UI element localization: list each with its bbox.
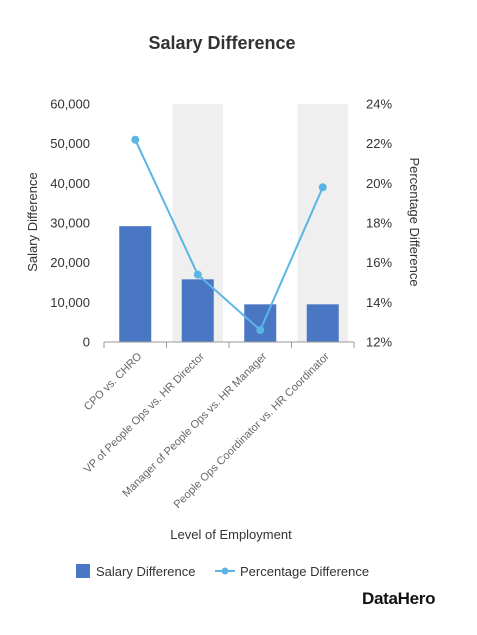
bar-3[interactable] [244, 304, 277, 342]
right-axis-ticks: 12% 14% 16% 18% 20% 22% 24% [366, 97, 392, 350]
line-path [134, 139, 324, 332]
line-series [131, 135, 327, 335]
x-tick-label: Manager of People Ops vs. HR Manager [120, 350, 269, 499]
y-axis-title: Salary Difference [25, 172, 40, 271]
bar-1[interactable] [119, 226, 152, 342]
axes [103, 341, 355, 348]
x-axis-title: Level of Employment [170, 527, 292, 542]
y2-tick-label: 20% [366, 176, 392, 191]
chart-title: Salary Difference [148, 33, 295, 53]
y2-tick-label: 22% [366, 136, 392, 151]
y-tick-label: 40,000 [50, 176, 90, 191]
y2-tick-label: 24% [366, 97, 392, 112]
y-tick-label: 30,000 [50, 216, 90, 231]
bar-series [119, 226, 339, 342]
legend[interactable]: Salary Difference Percentage Difference [76, 564, 369, 579]
brand-logo: DataHero [362, 589, 435, 608]
bar-4[interactable] [306, 304, 339, 342]
line-point-3[interactable] [256, 326, 265, 335]
y-tick-label: 50,000 [50, 136, 90, 151]
y2-tick-label: 18% [366, 216, 392, 231]
legend-line-label: Percentage Difference [240, 564, 369, 579]
x-tick-label: CPO vs. CHRO [82, 350, 145, 413]
alternating-bands [172, 104, 348, 342]
legend-line-marker [221, 567, 229, 575]
y2-axis-title: Percentage Difference [407, 157, 422, 286]
line-point-4[interactable] [318, 183, 327, 192]
left-axis-ticks: 0 10,000 20,000 30,000 40,000 50,000 60,000 [50, 97, 90, 350]
band [297, 104, 348, 342]
legend-bar-swatch [76, 564, 90, 578]
y-tick-label: 0 [83, 335, 90, 350]
line-point-1[interactable] [131, 135, 140, 144]
y2-tick-label: 12% [366, 335, 392, 350]
y-tick-label: 60,000 [50, 97, 90, 112]
y-tick-label: 10,000 [50, 295, 90, 310]
y2-tick-label: 14% [366, 295, 392, 310]
y2-tick-label: 16% [366, 255, 392, 270]
y-tick-label: 20,000 [50, 255, 90, 270]
legend-bar-label: Salary Difference [96, 564, 195, 579]
x-tick-label: VP of People Ops vs. HR Director [82, 350, 207, 475]
line-point-2[interactable] [193, 270, 202, 279]
bar-2[interactable] [181, 279, 214, 342]
